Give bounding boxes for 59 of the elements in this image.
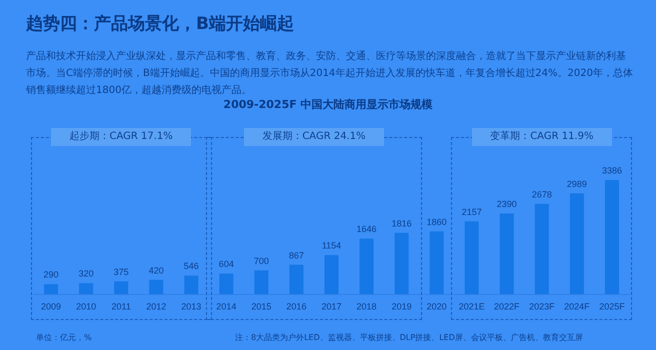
bar — [360, 238, 374, 294]
x-tick-label: 2010 — [76, 302, 96, 312]
data-label: 420 — [148, 265, 164, 276]
x-tick-label: 2020 — [426, 302, 447, 312]
x-tick-label: 2021E — [458, 302, 485, 312]
chart-subtitle: 产品和技术开始浸入产业纵深处，显示产品和零售、教育、政务、安防、交通、医疗等场景的深度融合，造就了当下显示产业链新的利基市场。当C端停滞的时候，B端开始崛起。中国的商用显示市场从2014年起开始进入发展的快车道，年复合增长超过24%。2020年，总体销售额继续超过1800亿，超越消费级的电视产品。 — [26, 50, 634, 98]
x-tick-label: 2015 — [251, 302, 272, 312]
bar — [324, 255, 338, 294]
bar — [430, 231, 444, 294]
bar — [219, 274, 234, 294]
bar — [570, 193, 584, 294]
data-label: 867 — [288, 250, 304, 260]
x-tick-label: 2019 — [392, 302, 412, 312]
data-label: 3386 — [602, 166, 622, 176]
bar — [534, 204, 549, 294]
data-label: 1154 — [322, 240, 342, 251]
data-label: 2678 — [532, 189, 552, 200]
x-tick-label: 2022F — [494, 302, 520, 312]
text: 起步期：CAGR 17.1% — [51, 128, 192, 146]
data-label: 290 — [44, 270, 59, 280]
bar — [44, 284, 58, 294]
data-label: 2157 — [462, 206, 482, 217]
bar — [464, 221, 479, 294]
data-label: 604 — [218, 259, 234, 270]
x-tick-label: 2014 — [216, 302, 236, 312]
x-tick-label: 2013 — [181, 302, 202, 312]
x-tick-label: 2012 — [146, 302, 166, 312]
data-label: 2390 — [496, 199, 517, 210]
data-label: 546 — [184, 261, 199, 272]
bar — [394, 232, 409, 294]
data-label: 1646 — [356, 224, 377, 234]
bar — [289, 264, 304, 294]
data-label: 1860 — [426, 216, 447, 227]
x-tick-label: 2024F — [564, 302, 590, 312]
text: 发展期：CAGR 24.1% — [244, 128, 384, 146]
bar — [604, 180, 619, 294]
data-label: 2989 — [566, 178, 587, 189]
bar — [184, 276, 198, 294]
bar — [500, 214, 514, 294]
data-label: 375 — [114, 266, 129, 277]
x-tick-label: 2009 — [41, 302, 62, 312]
bar — [114, 281, 128, 294]
x-tick-label: 2025F — [599, 302, 626, 312]
x-tick-label: 2011 — [111, 302, 131, 312]
text: 单位：亿元，% — [36, 332, 92, 343]
data-label: 320 — [78, 268, 94, 279]
bar — [254, 270, 268, 294]
text: 注：8大品类为户外LED、监视器、平板拼接、DLP拼接、LED屏、会议平板、广告机、教育交互屏 — [235, 332, 583, 343]
data-label: 1816 — [392, 218, 412, 228]
x-tick-label: 2016 — [286, 302, 306, 312]
bar — [149, 280, 164, 294]
text: 变革期：CAGR 11.9% — [472, 128, 612, 146]
x-tick-label: 2017 — [321, 302, 342, 312]
bar — [79, 283, 94, 294]
x-tick-label: 2018 — [356, 302, 377, 312]
chart-title: 趋势四：产品场景化，B端开始崛起 — [26, 13, 294, 35]
text: 2009-2025F 中国大陆商用显示市场规模 — [222, 97, 434, 112]
data-label: 700 — [254, 256, 269, 266]
x-tick-label: 2023F — [529, 302, 556, 312]
